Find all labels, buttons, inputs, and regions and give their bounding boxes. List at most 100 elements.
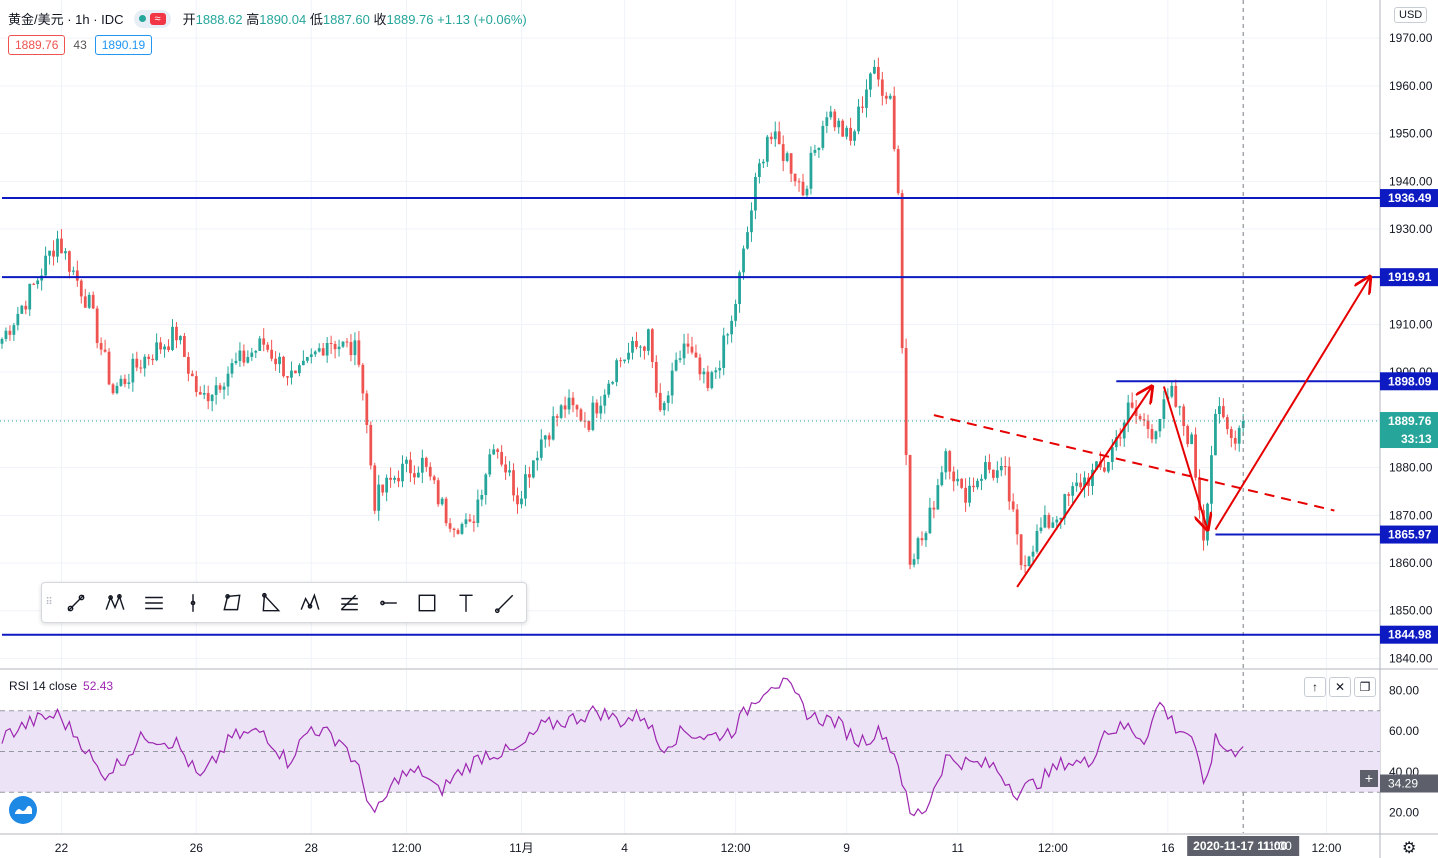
- candle-body: [829, 111, 833, 118]
- candle-body: [512, 470, 515, 496]
- gear-icon[interactable]: ⚙: [1402, 840, 1417, 857]
- candle-body: [1015, 509, 1019, 535]
- candle-body: [599, 405, 603, 414]
- candle-body: [952, 471, 956, 482]
- candle-body: [853, 131, 856, 141]
- currency-button[interactable]: USD: [1394, 7, 1428, 23]
- buy-price-button[interactable]: 1890.19: [94, 35, 153, 55]
- candle-body: [817, 147, 821, 150]
- candle-body: [991, 469, 995, 478]
- close-pane-button[interactable]: ✕: [1329, 677, 1351, 697]
- candle-body: [420, 457, 424, 473]
- candle-body: [1003, 466, 1007, 468]
- candle-body: [1130, 402, 1134, 408]
- candle-body: [765, 136, 769, 162]
- open-value: 1888.62: [195, 12, 243, 27]
- candle-body: [920, 538, 924, 541]
- level-price-tag: [1380, 372, 1438, 391]
- candle-body: [1071, 486, 1075, 496]
- candle-body: [488, 454, 492, 475]
- candle-body: [222, 386, 226, 390]
- candle-body: [432, 476, 436, 481]
- candle-body: [1233, 438, 1237, 444]
- candle-body: [857, 106, 860, 132]
- candle-body: [1091, 469, 1094, 486]
- candle-body: [428, 466, 432, 477]
- candle-body: [242, 350, 246, 363]
- candle-body: [405, 459, 408, 464]
- candle-body: [575, 405, 579, 410]
- candle-body: [1110, 447, 1114, 462]
- candle-body: [615, 360, 619, 383]
- candle-body: [611, 382, 615, 384]
- candle-body: [305, 357, 309, 361]
- candle-body: [202, 392, 206, 395]
- candle-body: [1190, 434, 1194, 445]
- level-price-tag-label: 1844.98: [1388, 628, 1432, 642]
- ohlc-values: 开1888.62 高1890.04 低1887.60 收1889.76 +1.1…: [183, 9, 527, 28]
- crosshair-time-tag: [1187, 836, 1300, 856]
- candle-body: [20, 305, 24, 314]
- candle-body: [718, 367, 722, 371]
- horizontal-ray-tool[interactable]: [368, 583, 407, 622]
- crosshair-time-tag-label: 2020-11-17 11:00: [1193, 839, 1287, 853]
- candle-body: [968, 485, 971, 503]
- candle-body: [547, 435, 551, 440]
- arrow-annotation: [1162, 386, 1208, 529]
- head-shoulders-tool[interactable]: [290, 583, 329, 622]
- candle-body: [571, 397, 575, 406]
- fib-retracement-tool[interactable]: [329, 583, 368, 622]
- time-tick-label: 26: [190, 841, 204, 855]
- abcd-pattern-tool[interactable]: [212, 583, 251, 622]
- candle-body: [75, 270, 79, 281]
- candle-body: [0, 339, 4, 344]
- candle-body: [1055, 519, 1059, 523]
- rectangle-tool[interactable]: [407, 583, 446, 622]
- candle-body: [666, 395, 670, 403]
- parallel-channel-tool[interactable]: [134, 583, 173, 622]
- triangle-tool[interactable]: [251, 583, 290, 622]
- tradingview-logo-icon[interactable]: [9, 796, 37, 824]
- plus-icon[interactable]: +: [1360, 770, 1378, 787]
- text-tool[interactable]: [446, 583, 485, 622]
- pane-controls: ↑ ✕ ❐: [1304, 677, 1376, 697]
- market-status-pill[interactable]: ≈: [133, 9, 171, 28]
- level-price-tag: [1380, 525, 1438, 544]
- candle-body: [294, 370, 297, 374]
- candle-body: [286, 376, 289, 378]
- toolbar-drag-handle[interactable]: ⠿: [45, 597, 53, 608]
- rsi-title[interactable]: RSI 14 close: [9, 679, 78, 693]
- candle-body: [186, 356, 190, 374]
- trend-line-tool[interactable]: [56, 583, 95, 622]
- candle-body: [861, 106, 864, 108]
- maximize-pane-button[interactable]: ❐: [1354, 677, 1376, 697]
- candle-body: [912, 559, 916, 565]
- candle-body: [531, 460, 535, 478]
- candle-body: [516, 495, 519, 505]
- vertical-line-tool[interactable]: [173, 583, 212, 622]
- candle-body: [147, 356, 151, 359]
- candle-body: [896, 149, 900, 194]
- ray-tool[interactable]: [485, 583, 524, 622]
- candle-body: [833, 111, 837, 128]
- candle-body: [999, 466, 1003, 471]
- rsi-crosshair-tag-label: 34.29: [1388, 777, 1418, 791]
- candle-body: [214, 385, 218, 395]
- candle-body: [313, 351, 317, 355]
- candle-body: [401, 463, 404, 482]
- candle-body: [563, 405, 567, 410]
- candle-body: [758, 163, 761, 177]
- candle-body: [1178, 406, 1182, 408]
- candle-body: [369, 424, 373, 466]
- candle-body: [218, 385, 222, 390]
- xabcd-pattern-tool[interactable]: [95, 583, 134, 622]
- candle-body: [496, 449, 500, 452]
- candle-body: [282, 356, 285, 377]
- move-pane-up-button[interactable]: ↑: [1304, 677, 1326, 697]
- sell-price-button[interactable]: 1889.76: [8, 35, 66, 55]
- candle-body: [91, 294, 95, 309]
- close-label: 收: [373, 12, 387, 27]
- symbol-title[interactable]: 黄金/美元 · 1h · IDC: [8, 12, 124, 27]
- candle-body: [869, 73, 872, 90]
